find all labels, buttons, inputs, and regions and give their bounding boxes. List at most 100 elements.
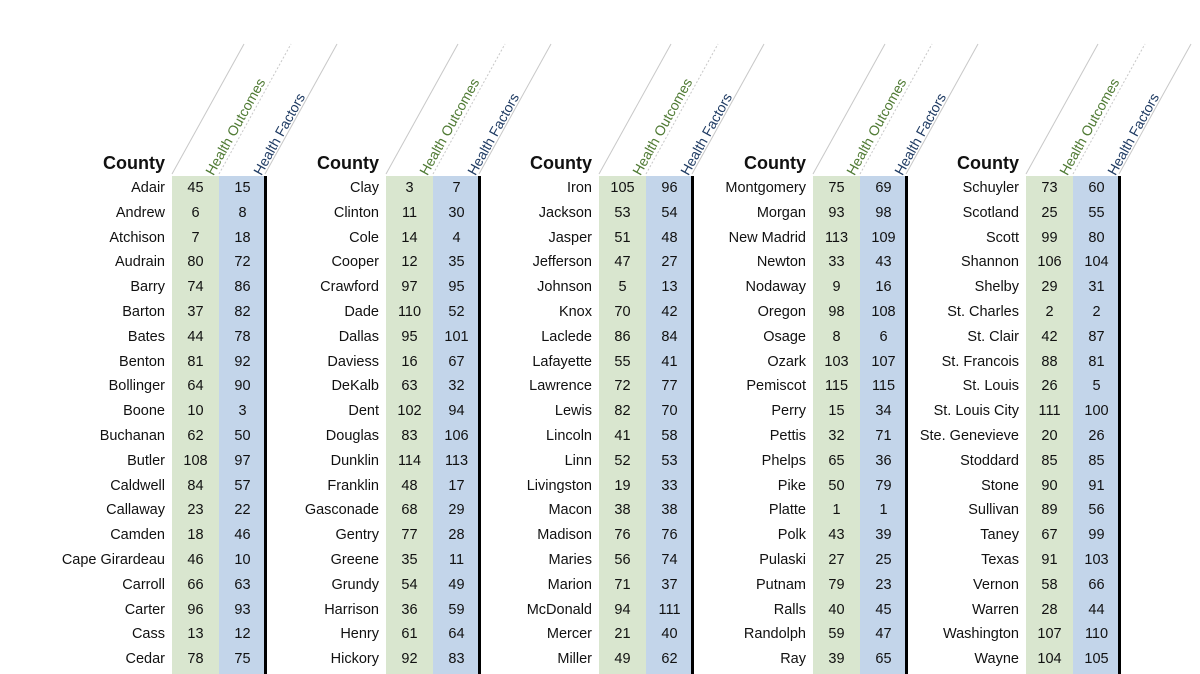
header-divider-line — [1118, 43, 1192, 175]
table-row: Pettis 32 71 — [641, 424, 906, 449]
county-name: Andrew — [115, 204, 165, 221]
health-factors-rank: 100 — [1084, 403, 1109, 420]
health-factors-rank: 4 — [452, 229, 461, 246]
table-row: Warren 28 44 — [854, 598, 1119, 623]
table-row: Shelby 29 31 — [854, 275, 1119, 300]
table-row: Cedar 78 75 — [0, 647, 265, 672]
table-row: Perry 15 34 — [641, 399, 906, 424]
county-name: Carroll — [122, 576, 165, 593]
health-outcomes-rank: 70 — [614, 304, 631, 320]
county-name: Daviess — [327, 353, 379, 370]
table-row: Gasconade 68 29 — [214, 498, 479, 523]
county-name: Adair — [131, 180, 165, 196]
county-name: Greene — [330, 552, 379, 568]
table-row: Morgan 93 98 — [641, 201, 906, 226]
county-name: Cedar — [125, 651, 166, 668]
table-row: Texas 91 103 — [854, 548, 1119, 573]
table-row: Phelps 65 36 — [641, 449, 906, 474]
health-factors-rank: 85 — [1088, 452, 1105, 469]
health-outcomes-rank: 66 — [187, 576, 204, 593]
county-name: Morgan — [756, 204, 806, 221]
table-row: Atchison 7 18 — [0, 226, 265, 251]
county-name: Lawrence — [529, 378, 592, 395]
health-outcomes-rank: 46 — [187, 552, 204, 568]
health-outcomes-rank: 25 — [1041, 204, 1058, 221]
health-outcomes-rank: 67 — [1041, 527, 1058, 544]
county-name: Dade — [344, 304, 379, 320]
county-block: Health Outcomes Health Factors County Iron 1… — [427, 0, 765, 674]
health-factors-rank: 48 — [661, 229, 678, 246]
health-outcomes-rank: 77 — [401, 527, 418, 544]
health-outcomes-rank: 21 — [614, 626, 631, 643]
health-outcomes-rank: 10 — [187, 403, 204, 420]
table-row: Lewis 82 70 — [427, 399, 692, 424]
health-outcomes-rank: 74 — [187, 279, 204, 296]
health-factors-rank: 7 — [452, 180, 461, 196]
county-name: Platte — [768, 502, 806, 519]
table-row: Franklin 48 17 — [214, 474, 479, 499]
health-factors-rank: 3 — [238, 403, 247, 420]
county-header: County — [317, 153, 379, 173]
table-row: Bates 44 78 — [0, 325, 265, 350]
health-outcomes-rank: 49 — [614, 651, 631, 668]
table-row: Lincoln 41 58 — [427, 424, 692, 449]
table-row: Andrew 6 8 — [0, 201, 265, 226]
county-name: Franklin — [327, 477, 379, 494]
health-factors-rank: 98 — [875, 204, 892, 221]
health-outcomes-rank: 6 — [191, 204, 200, 221]
health-factors-rank: 72 — [234, 254, 251, 271]
health-factors-rank: 78 — [234, 328, 251, 345]
table-row: Jackson 53 54 — [427, 201, 692, 226]
table-row: Ste. Genevieve 20 26 — [854, 424, 1119, 449]
table-row: Macon 38 38 — [427, 498, 692, 523]
health-outcomes-rank: 37 — [187, 304, 204, 320]
health-outcomes-rank: 51 — [614, 229, 631, 246]
health-factors-rank: 97 — [234, 452, 251, 469]
table-row: Clay 3 7 — [214, 176, 479, 201]
county-name: Douglas — [325, 428, 379, 444]
county-name: Stoddard — [960, 452, 1019, 469]
health-factors-rank: 74 — [661, 552, 678, 568]
health-factors-rank: 55 — [1088, 204, 1105, 221]
health-factors-rank: 18 — [234, 229, 251, 246]
county-name: Phelps — [761, 452, 806, 469]
table-row: Carter 96 93 — [0, 598, 265, 623]
county-name: Iron — [567, 180, 592, 196]
county-name: Dent — [348, 403, 379, 420]
county-name: Dallas — [338, 328, 379, 345]
health-factors-rank: 84 — [661, 328, 678, 345]
health-factors-rank: 26 — [1088, 428, 1105, 444]
table-row: Putnam 79 23 — [641, 573, 906, 598]
health-outcomes-rank: 56 — [614, 552, 631, 568]
table-row: Clinton 11 30 — [214, 201, 479, 226]
health-outcomes-rank: 16 — [401, 353, 418, 370]
county-name: Warren — [972, 601, 1019, 618]
county-name: Pemiscot — [746, 378, 806, 395]
table-row: St. Louis City 111 100 — [854, 399, 1119, 424]
table-row: Carroll 66 63 — [0, 573, 265, 598]
health-outcomes-rank: 45 — [187, 180, 204, 196]
health-factors-rank: 2 — [1092, 304, 1101, 320]
county-name: Hickory — [330, 651, 379, 668]
table-row: Hickory 92 83 — [214, 647, 479, 672]
table-row: Ozark 103 107 — [641, 350, 906, 375]
table-row: Cass 13 12 — [0, 622, 265, 647]
table-row: Jefferson 47 27 — [427, 250, 692, 275]
table-row: Callaway 23 22 — [0, 498, 265, 523]
health-outcomes-rank: 32 — [828, 428, 845, 444]
table-row: Maries 56 74 — [427, 548, 692, 573]
health-factors-rank: 92 — [234, 353, 251, 370]
outcomes-column-fill — [386, 176, 433, 674]
health-factors-rank: 93 — [234, 601, 251, 618]
county-name: Johnson — [537, 279, 592, 296]
outcomes-column-fill — [813, 176, 860, 674]
health-outcomes-rank: 106 — [1037, 254, 1062, 271]
county-name: Callaway — [106, 502, 165, 519]
county-block: Health Outcomes Health Factors County Clay 3… — [214, 0, 552, 674]
health-factors-rank: 42 — [661, 304, 678, 320]
health-factors-rank: 28 — [448, 527, 465, 544]
county-name: Clay — [349, 180, 379, 196]
health-outcomes-rank: 76 — [614, 527, 631, 544]
health-factors-rank: 40 — [661, 626, 678, 643]
health-outcomes-rank: 14 — [401, 229, 418, 246]
